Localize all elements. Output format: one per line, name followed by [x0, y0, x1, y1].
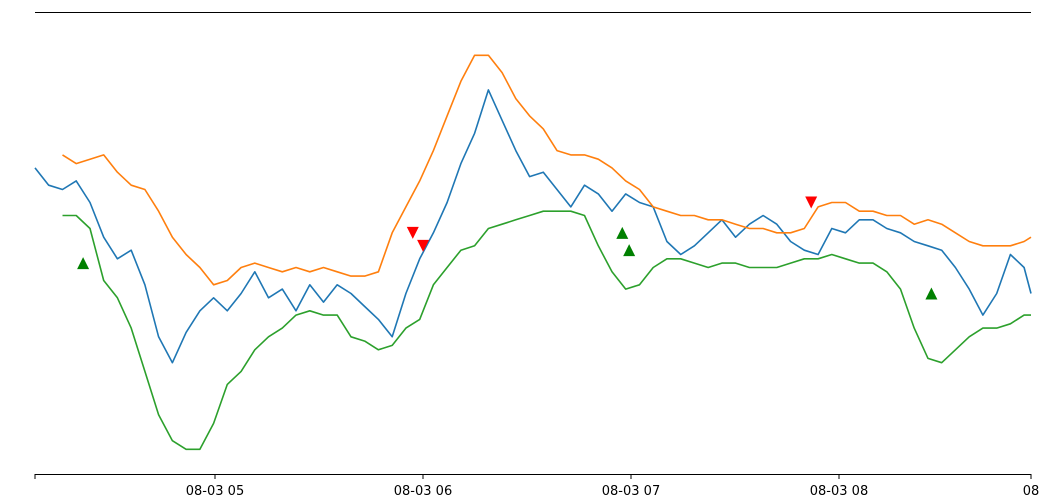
buy-marker-4: [925, 287, 938, 300]
price-series-line: [34, 89, 1032, 364]
buy-marker-3: [623, 244, 636, 257]
sell-marker-2: [417, 239, 430, 252]
x-tick-label-5: 08: [1023, 484, 1040, 499]
x-tick-label-3: 08-03 07: [602, 484, 660, 499]
x-tick-label-4: 08-03 08: [810, 484, 868, 499]
buy-marker-2: [616, 226, 629, 239]
lower-series-line: [62, 210, 1031, 451]
x-tick-label-2: 08-03 06: [394, 484, 452, 499]
plot-area: [34, 54, 1032, 451]
sell-marker-1: [406, 226, 419, 239]
x-axis-ticks: 08-03 05 08-03 06 08-03 07 08-03 08 08: [34, 474, 1040, 499]
upper-series-line: [62, 54, 1032, 286]
x-tick-label-1: 08-03 05: [186, 484, 244, 499]
buy-marker-1: [77, 257, 90, 270]
sell-marker-3: [805, 196, 818, 209]
